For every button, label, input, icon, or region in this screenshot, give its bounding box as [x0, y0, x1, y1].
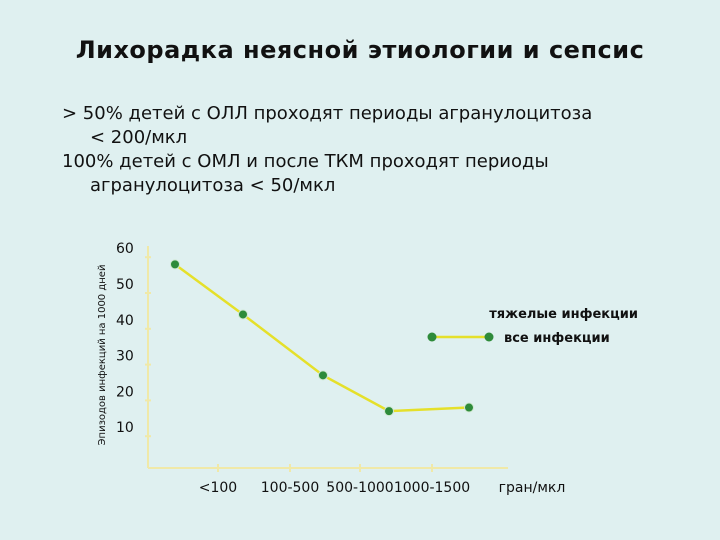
- x-axis-label: гран/мкл: [499, 480, 566, 496]
- y-tick-label: 50: [116, 277, 134, 293]
- data-point: [318, 370, 328, 381]
- x-tick-label: 500-1000: [326, 480, 393, 496]
- legend-label: тяжелые инфекции: [489, 307, 638, 322]
- chart-axes: [147, 246, 508, 469]
- x-tick-label: <100: [199, 480, 237, 496]
- chart-series: [170, 259, 474, 417]
- x-tick-label: 1000-1500: [394, 480, 470, 496]
- y-tick-label: 30: [116, 349, 134, 365]
- y-ticks: 10 20 30 40 50 60: [116, 241, 151, 438]
- y-tick-label: 20: [116, 384, 134, 400]
- y-tick-label: 10: [116, 420, 134, 436]
- legend-label: все инфекции: [504, 331, 610, 346]
- data-point: [238, 309, 248, 320]
- x-tick-label: 100-500: [261, 480, 320, 496]
- bullet-line: 100% детей с ОМЛ и после ТКМ проходят пе…: [62, 151, 549, 172]
- data-point: [384, 406, 394, 417]
- x-ticks: <100 100-500 500-1000 1000-1500 гран/мкл: [199, 464, 566, 496]
- page-title: Лихорадка неясной этиологии и сепсис: [75, 36, 645, 64]
- bullet-line: > 50% детей с ОЛЛ проходят периоды агран…: [62, 103, 593, 124]
- bullet-list: > 50% детей с ОЛЛ проходят периоды агран…: [62, 102, 702, 198]
- legend-swatch-marker: [427, 332, 437, 342]
- data-point: [170, 259, 180, 270]
- series-line: [174, 263, 470, 413]
- y-tick-label: 40: [116, 313, 134, 329]
- bullet-line-continued: < 200/мкл: [90, 127, 188, 148]
- chart-legend: тяжелые инфекции все инфекции: [427, 307, 638, 346]
- bullet-item: > 50% детей с ОЛЛ проходят периоды агран…: [62, 102, 702, 150]
- data-point: [464, 402, 474, 413]
- bullet-line-continued: агранулоцитоза < 50/мкл: [90, 175, 336, 196]
- legend-swatch-marker: [484, 332, 494, 342]
- y-tick-label: 60: [116, 241, 134, 257]
- bullet-item: 100% детей с ОМЛ и после ТКМ проходят пе…: [62, 150, 702, 198]
